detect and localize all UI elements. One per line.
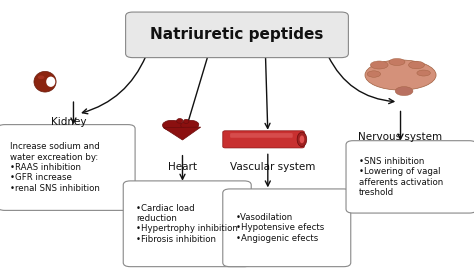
Ellipse shape (181, 120, 199, 130)
Polygon shape (164, 127, 201, 140)
Ellipse shape (365, 60, 436, 90)
Text: Vascular system: Vascular system (230, 162, 315, 173)
FancyBboxPatch shape (223, 189, 351, 267)
Ellipse shape (297, 132, 307, 147)
Ellipse shape (183, 119, 189, 124)
FancyBboxPatch shape (0, 125, 135, 210)
Ellipse shape (300, 135, 304, 143)
Ellipse shape (38, 76, 45, 79)
FancyBboxPatch shape (126, 12, 348, 58)
Ellipse shape (370, 61, 388, 69)
Text: •Vasodilation
•Hypotensive efects
•Angiogenic efects: •Vasodilation •Hypotensive efects •Angio… (236, 213, 324, 243)
FancyBboxPatch shape (346, 141, 474, 213)
Ellipse shape (34, 71, 56, 92)
FancyBboxPatch shape (230, 133, 293, 138)
Ellipse shape (417, 70, 430, 76)
Ellipse shape (163, 120, 182, 131)
Ellipse shape (395, 87, 413, 96)
Text: Increase sodium and
water excreation by:
•RAAS inhibition
•GFR increase
•renal S: Increase sodium and water excreation by:… (10, 142, 100, 193)
Ellipse shape (409, 61, 425, 69)
Ellipse shape (367, 71, 381, 77)
Ellipse shape (46, 77, 55, 87)
Ellipse shape (389, 58, 405, 65)
Text: Heart: Heart (168, 162, 197, 173)
Text: Kidney: Kidney (51, 117, 86, 127)
FancyBboxPatch shape (123, 181, 251, 267)
Text: Natriuretic peptides: Natriuretic peptides (150, 27, 324, 42)
Ellipse shape (176, 118, 183, 123)
Text: •SNS inhibition
•Lowering of vagal
afferents activation
treshold: •SNS inhibition •Lowering of vagal affer… (359, 157, 443, 197)
Text: Nervous system: Nervous system (358, 132, 443, 142)
Text: •Cardiac load
reduction
•Hypertrophy inhibition
•Fibrosis inhibition: •Cardiac load reduction •Hypertrophy inh… (136, 204, 238, 244)
FancyBboxPatch shape (223, 131, 304, 148)
